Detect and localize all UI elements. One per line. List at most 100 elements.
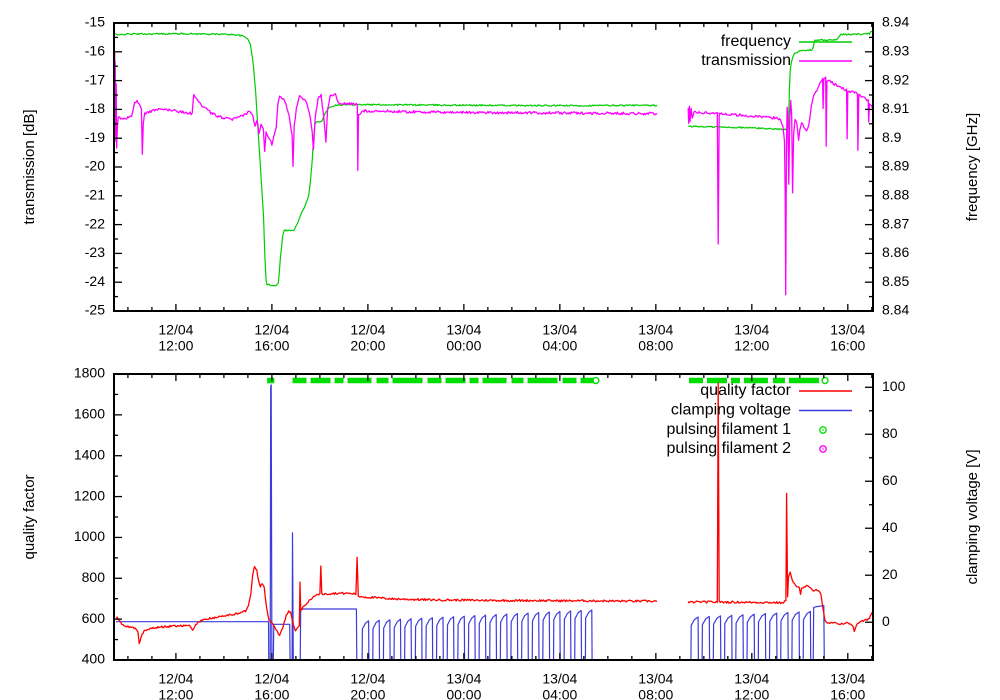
x-tick-label: 00:00	[446, 338, 481, 354]
legend-entry-pulsing-filament-2: pulsing filament 2	[666, 440, 827, 457]
y-right-tick-label: 20	[882, 566, 898, 582]
y-left-tick-label: -20	[85, 158, 105, 174]
series-clamping-voltage	[746, 613, 756, 660]
series-clamping-voltage	[521, 612, 529, 660]
x-tick-label: 13/04	[638, 322, 673, 338]
legend-point-swatch	[819, 445, 827, 453]
bottom-panel: 12/0412:0012/0416:0012/0420:0013/0400:00…	[21, 365, 981, 700]
legend-label: pulsing filament 2	[666, 440, 791, 457]
series-transmission	[114, 53, 658, 172]
x-tick-label: 13/04	[830, 322, 865, 338]
series-clamping-voltage	[531, 612, 540, 660]
y-left-tick-label: -25	[85, 302, 105, 318]
series-clamping-voltage	[510, 613, 519, 660]
series-pulsing-filament-1-marker	[592, 376, 600, 385]
top-panel: 12/0412:0012/0416:0012/0420:0013/0400:00…	[21, 14, 981, 354]
series-clamping-voltage	[425, 617, 434, 660]
series-clamping-voltage	[574, 609, 583, 660]
series-clamping-voltage	[802, 610, 812, 660]
y-left-tick-label: -16	[85, 43, 105, 59]
series-clamping-voltage	[414, 617, 423, 660]
series-clamping-voltage	[768, 612, 778, 660]
series-clamping-voltage	[467, 615, 476, 660]
legend-entry-frequency: frequency	[721, 33, 852, 50]
x-tick-label: 13/04	[446, 322, 481, 338]
x-tick-label: 16:00	[254, 338, 289, 354]
x-tick-label: 13/04	[830, 671, 865, 687]
legend-label: transmission	[701, 52, 791, 69]
series-clamping-voltage	[435, 616, 444, 660]
series-clamping-voltage	[499, 613, 508, 660]
legend-entry-quality-factor: quality factor	[700, 382, 852, 399]
x-tick-label: 12:00	[158, 338, 193, 354]
series-clamping-voltage	[372, 619, 381, 660]
series-clamping-voltage	[291, 532, 294, 660]
x-tick-label: 12/04	[158, 671, 193, 687]
y-right-tick-label: 80	[882, 425, 898, 441]
x-tick-label: 08:00	[638, 338, 673, 354]
series-transmission	[687, 76, 873, 296]
x-tick-label: 12/04	[254, 322, 289, 338]
series-clamping-voltage	[272, 623, 291, 660]
x-tick-label: 04:00	[542, 687, 577, 700]
x-tick-label: 12:00	[734, 687, 769, 700]
y-left-tick-label: 600	[82, 610, 106, 626]
series-pulsing-filament-1-marker	[821, 376, 829, 385]
y-left-tick-label: 1000	[74, 528, 105, 544]
x-tick-label: 04:00	[542, 338, 577, 354]
y-right-tick-label: 8.94	[882, 14, 909, 30]
x-tick-label: 12:00	[158, 687, 193, 700]
y-left-tick-label: 400	[82, 651, 106, 667]
series-quality-factor	[687, 382, 873, 633]
x-tick-label: 13/04	[446, 671, 481, 687]
series-clamping-voltage	[735, 614, 744, 660]
y-left-tick-label: -22	[85, 215, 105, 231]
y-right-tick-label: 8.91	[882, 100, 909, 116]
series-clamping-voltage	[404, 618, 412, 660]
series-clamping-voltage	[269, 384, 273, 660]
x-tick-label: 16:00	[254, 687, 289, 700]
legend-entry-clamping-voltage: clamping voltage	[671, 402, 852, 419]
top-plot-area	[114, 30, 873, 296]
y-left-axis-title: quality factor	[21, 474, 38, 559]
series-clamping-voltage	[361, 620, 370, 660]
series-clamping-voltage	[393, 618, 402, 660]
y-right-tick-label: 8.93	[882, 43, 909, 59]
y-right-tick-label: 8.88	[882, 187, 909, 203]
y-right-tick-label: 8.89	[882, 158, 909, 174]
legend-entry-transmission: transmission	[701, 52, 852, 69]
series-clamping-voltage	[478, 614, 487, 660]
y-right-tick-label: 8.85	[882, 273, 909, 289]
y-right-axis-title: clamping voltage [V]	[964, 449, 981, 584]
y-right-tick-label: 8.9	[882, 129, 902, 145]
x-tick-label: 13/04	[542, 322, 577, 338]
y-left-tick-label: 1600	[74, 406, 105, 422]
y-right-axis-title: frequency [GHz]	[964, 113, 981, 221]
y-left-tick-label: -15	[85, 14, 105, 30]
series-clamping-voltage	[489, 614, 498, 660]
y-right-tick-label: 40	[882, 519, 898, 535]
series-clamping-voltage	[712, 615, 722, 660]
series-clamping-voltage	[542, 611, 551, 660]
series-clamping-voltage	[812, 604, 825, 660]
y-left-tick-label: 1800	[74, 365, 105, 381]
series-clamping-voltage	[757, 613, 767, 660]
series-clamping-voltage	[701, 615, 711, 660]
x-tick-label: 13/04	[734, 322, 769, 338]
series-clamping-voltage	[791, 611, 800, 660]
y-right-tick-label: 8.92	[882, 71, 909, 87]
legend-point-swatch-center	[822, 429, 824, 431]
y-right-tick-label: 8.84	[882, 302, 909, 318]
y-left-axis-title: transmission [dB]	[21, 109, 38, 224]
series-clamping-voltage	[690, 616, 699, 660]
series-clamping-voltage	[563, 610, 572, 660]
series-quality-factor	[115, 556, 657, 645]
x-tick-label: 12:00	[734, 338, 769, 354]
x-tick-label: 12/04	[350, 322, 385, 338]
x-tick-label: 00:00	[446, 687, 481, 700]
y-left-tick-label: -24	[85, 273, 105, 289]
x-tick-label: 16:00	[830, 338, 865, 354]
x-tick-label: 13/04	[638, 671, 673, 687]
series-clamping-voltage	[457, 615, 466, 660]
